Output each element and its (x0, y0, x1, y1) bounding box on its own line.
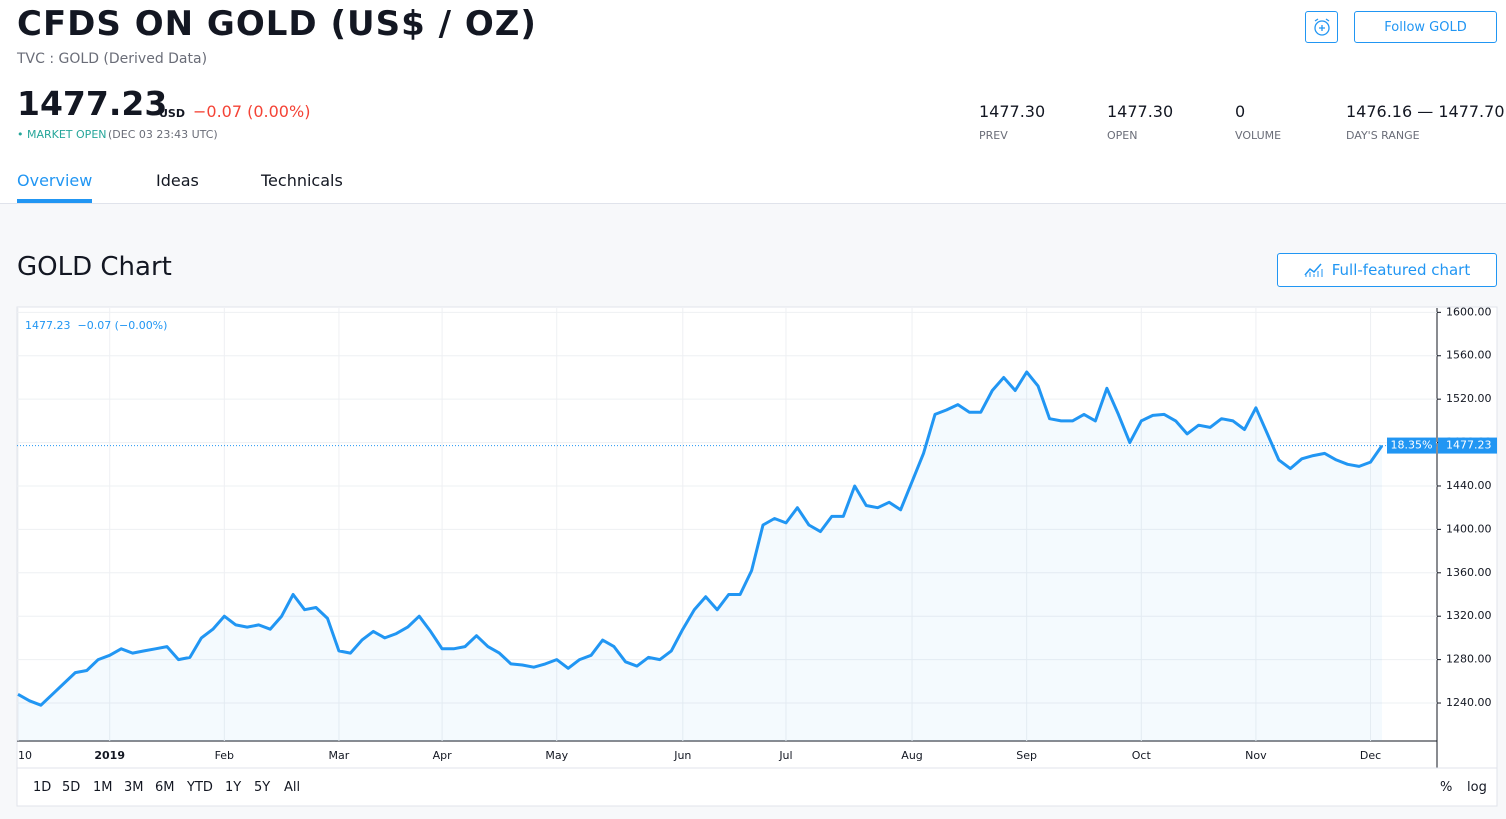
range-button[interactable]: YTD (187, 780, 213, 795)
tab[interactable]: Overview (17, 171, 93, 190)
full-chart-button[interactable]: Full-featured chart (1277, 253, 1497, 287)
x-tick-label: Jul (778, 749, 792, 762)
y-tick-label: 1320.00 (1446, 609, 1492, 622)
chart-icon (1304, 263, 1323, 277)
range-button[interactable]: 3M (124, 780, 144, 795)
x-tick-label: 10 (18, 749, 32, 762)
range-button[interactable]: 1Y (225, 780, 242, 795)
line (17, 370, 1384, 707)
x-tick-label: Sep (1016, 749, 1037, 762)
y-tick-label: 1560.00 (1446, 349, 1492, 362)
stat-label: OPEN (1107, 129, 1138, 142)
y-tick-label: 1440.00 (1446, 479, 1492, 492)
range-button[interactable]: 5Y (254, 780, 271, 795)
title: CFDS ON GOLD (US$ / OZ) (17, 4, 537, 44)
x-tick-label: Jun (673, 749, 691, 762)
scale-button[interactable]: % (1440, 780, 1453, 795)
last-value-badge (1438, 437, 1497, 454)
market-time: (DEC 03 23:43 UTC) (108, 128, 218, 141)
range-button[interactable]: 1M (93, 780, 113, 795)
price: 1477.23 (17, 84, 168, 123)
currency: USD (159, 107, 185, 120)
y-tick-label: 1240.00 (1446, 696, 1492, 709)
x-tick-label: Oct (1132, 749, 1152, 762)
percent-change-label: 18.35% (1391, 439, 1433, 452)
stat-value: 1477.30 (1107, 102, 1174, 121)
range-button[interactable]: 5D (62, 780, 81, 795)
x-tick-label: Nov (1245, 749, 1267, 762)
subtitle: TVC : GOLD (Derived Data) (17, 51, 208, 67)
x-tick-label: Feb (215, 749, 234, 762)
full-chart-label: Full-featured chart (1331, 261, 1471, 279)
percent-badge (1387, 437, 1436, 454)
stat-label: DAY'S RANGE (1346, 129, 1420, 142)
section-title: GOLD Chart (17, 252, 172, 282)
change: −0.07 (0.00%) (193, 102, 311, 121)
alarm-icon (1313, 18, 1330, 36)
follow-button[interactable]: Follow GOLD (1354, 11, 1497, 43)
alert-button[interactable] (1305, 11, 1338, 43)
last-value-label: 1477.23 (1446, 439, 1492, 452)
area (18, 372, 1382, 741)
x-tick-label: Aug (901, 749, 922, 762)
stat-label: PREV (979, 129, 1008, 142)
y-tick-label: 1600.00 (1446, 305, 1492, 318)
y-tick-label: 1280.00 (1446, 653, 1492, 666)
x-tick-label: Apr (433, 749, 453, 762)
stat-value: 1477.30 (979, 102, 1046, 121)
x-tick-label: Mar (329, 749, 350, 762)
stat-value: 0 (1235, 102, 1246, 121)
y-tick-label: 1520.00 (1446, 392, 1492, 405)
market-status: • MARKET OPEN (17, 128, 107, 141)
tab[interactable]: Ideas (156, 171, 199, 190)
stat-value: 1476.16 — 1477.70 (1346, 102, 1505, 121)
chart-card (16, 306, 1498, 807)
stat-label: VOLUME (1235, 129, 1282, 142)
x-tick-label: May (545, 749, 568, 762)
range-button[interactable]: 1D (33, 780, 52, 795)
scale-button[interactable]: log (1467, 780, 1487, 795)
x-tick-label: Dec (1360, 749, 1381, 762)
x-tick-label: 2019 (94, 749, 125, 762)
tab[interactable]: Technicals (261, 171, 343, 190)
y-tick-label: 1400.00 (1446, 522, 1492, 535)
range-button[interactable]: All (284, 780, 301, 795)
range-button[interactable]: 6M (155, 780, 175, 795)
header: CFDS ON GOLD (US$ / OZ) TVC : GOLD (Deri… (0, 0, 1506, 204)
y-tick-label: 1360.00 (1446, 566, 1492, 579)
legend-text: 1477.23 −0.07 (−0.00%) (25, 319, 167, 332)
tab-underline (17, 199, 92, 203)
